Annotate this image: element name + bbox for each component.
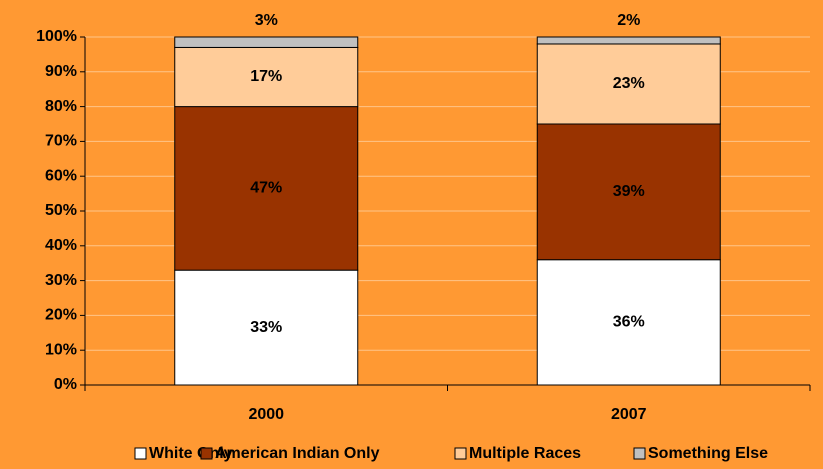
data-label: 36% [613,314,645,331]
y-tick-label: 40% [45,237,77,254]
bar-segment [536,43,721,125]
y-tick-label: 10% [45,341,77,358]
bar-segment [536,123,721,261]
y-tick-label: 90% [45,63,77,80]
y-tick-label: 60% [45,167,77,184]
data-label: 23% [613,75,645,92]
y-tick-label: 100% [36,28,77,45]
bar-segment [174,36,359,48]
data-label: 17% [250,68,282,85]
bar-segment [174,106,359,271]
bar-segment [174,269,359,386]
legend-label: American Indian Only [215,445,380,462]
bar-segment [536,36,721,45]
legend-swatch [633,447,646,460]
legend-swatch [200,447,213,460]
legend-swatch [134,447,147,460]
x-tick-label: 2007 [611,406,647,423]
y-tick-label: 20% [45,307,77,324]
legend-label: Something Else [648,445,768,462]
bar-segment [536,259,721,386]
legend-label: Multiple Races [469,445,581,462]
y-tick-label: 70% [45,133,77,150]
bar-segment [174,46,359,108]
data-label: 47% [250,180,282,197]
x-tick-label: 2000 [248,406,284,423]
data-label: 2% [617,12,640,29]
y-tick-label: 0% [54,376,77,393]
y-tick-label: 30% [45,272,77,289]
data-label: 3% [255,12,278,29]
y-tick-label: 80% [45,98,77,115]
legend-swatch [454,447,467,460]
data-label: 39% [613,183,645,200]
y-tick-label: 50% [45,202,77,219]
data-label: 33% [250,319,282,336]
